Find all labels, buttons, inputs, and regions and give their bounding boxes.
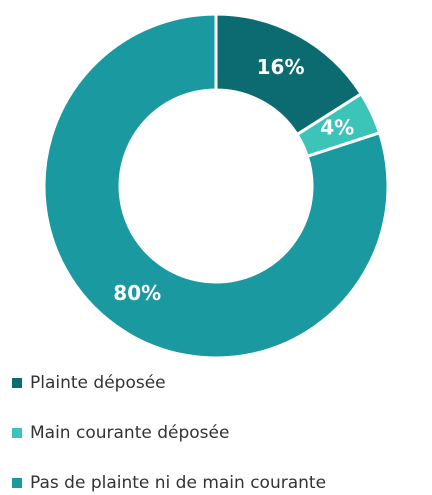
- legend-swatch: [12, 428, 22, 438]
- data-label: 16%: [257, 55, 305, 79]
- legend-swatch: [12, 478, 22, 488]
- data-label: 80%: [113, 281, 161, 305]
- legend-label: Plainte déposée: [30, 373, 166, 393]
- legend-label: Main courante déposée: [30, 423, 229, 443]
- data-label: 4%: [320, 115, 354, 139]
- legend-swatch: [12, 378, 22, 388]
- slice: [42, 12, 390, 360]
- legend-label: Pas de plainte ni de main courante: [30, 473, 326, 493]
